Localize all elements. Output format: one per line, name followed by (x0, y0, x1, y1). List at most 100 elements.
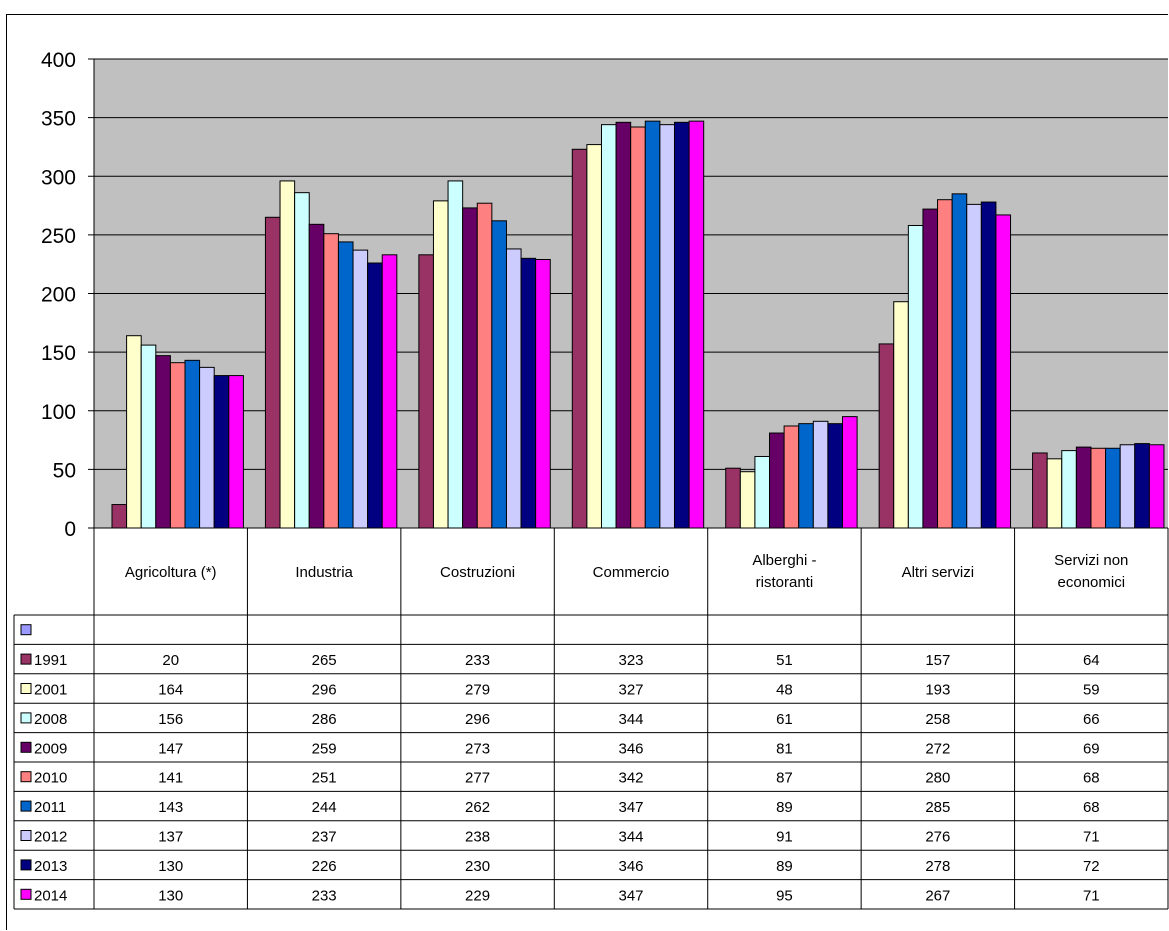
bar-2001-3 (587, 145, 602, 528)
bar-2009-0 (156, 356, 171, 528)
bar-2010-1 (324, 234, 339, 528)
data-label: 267 (925, 887, 950, 904)
data-label: 262 (465, 799, 490, 816)
data-label: 130 (158, 858, 183, 875)
data-label: 233 (465, 652, 490, 669)
data-label: 66 (1083, 711, 1100, 728)
bar-2012-5 (967, 204, 982, 528)
bar-1991-5 (879, 344, 894, 528)
series-name: 2010 (34, 770, 67, 787)
category-label: Agricoltura (*) (125, 564, 217, 581)
legend-key-2012 (21, 831, 31, 841)
data-label: 344 (618, 829, 643, 846)
data-label: 279 (465, 682, 490, 699)
data-label: 68 (1083, 799, 1100, 816)
bar-2012-3 (660, 125, 675, 528)
bar-2013-1 (368, 263, 383, 528)
bar-2008-2 (448, 181, 463, 528)
y-axis: 050100150200250300350400 (41, 49, 94, 541)
data-label: 20 (162, 652, 179, 669)
bar-2010-6 (1091, 448, 1106, 528)
data-label: 323 (618, 652, 643, 669)
legend-key-2010 (21, 772, 31, 782)
data-label: 71 (1083, 829, 1100, 846)
category-label: economici (1058, 574, 1126, 591)
data-label: 147 (158, 740, 183, 757)
category-label: Altri servizi (902, 564, 975, 581)
series-name: 2011 (34, 799, 66, 816)
bar-1991-2 (419, 255, 434, 528)
bar-2010-3 (631, 127, 646, 528)
bar-2011-1 (338, 242, 353, 528)
bar-2010-4 (784, 426, 799, 528)
bar-2008-4 (755, 456, 770, 528)
data-label: 280 (925, 770, 950, 787)
data-label: 237 (312, 829, 337, 846)
data-label: 296 (312, 682, 337, 699)
bar-2009-3 (616, 122, 631, 528)
data-label: 230 (465, 858, 490, 875)
y-tick-label: 100 (41, 401, 76, 424)
data-label: 276 (925, 829, 950, 846)
bar-2013-5 (981, 202, 996, 528)
bar-2014-6 (1149, 445, 1164, 528)
data-label: 143 (158, 799, 183, 816)
category-label: Costruzioni (440, 564, 515, 581)
data-label: 346 (618, 740, 643, 757)
data-label: 226 (312, 858, 337, 875)
bar-1991-6 (1033, 453, 1048, 528)
bar-2010-5 (938, 200, 953, 528)
data-label: 193 (925, 682, 950, 699)
series-name: 2013 (34, 858, 67, 875)
data-label: 272 (925, 740, 950, 757)
bar-2009-4 (770, 433, 785, 528)
bar-2013-3 (674, 122, 689, 528)
data-label: 251 (312, 770, 337, 787)
legend-key-2013 (21, 860, 31, 870)
data-label: 141 (158, 770, 183, 787)
data-table: Agricoltura (*) Industria Costruzioni Comme… (14, 528, 1168, 909)
data-label: 344 (618, 711, 643, 728)
data-label: 72 (1083, 858, 1100, 875)
category-label: Servizi non (1054, 552, 1128, 569)
bar-2013-2 (521, 258, 536, 528)
bar-2014-3 (689, 121, 704, 528)
y-tick-label: 300 (41, 166, 76, 189)
bar-2001-2 (433, 201, 448, 528)
y-tick-label: 50 (53, 459, 76, 482)
y-tick-label: 150 (41, 342, 76, 365)
data-label: 233 (312, 887, 337, 904)
legend-key-2001 (21, 684, 31, 694)
bar-2010-2 (477, 203, 492, 528)
y-tick-label: 250 (41, 225, 76, 248)
series-name: 1991 (34, 652, 67, 669)
bar-2014-1 (382, 255, 397, 528)
data-label: 59 (1083, 682, 1100, 699)
data-label: 278 (925, 858, 950, 875)
bar-1991-4 (726, 468, 741, 528)
data-label: 285 (925, 799, 950, 816)
legend-key-2011 (21, 801, 31, 811)
legend-key-2014 (21, 889, 31, 899)
bar-2011-0 (185, 360, 200, 528)
bar-1991-0 (112, 505, 127, 528)
data-label: 48 (776, 682, 793, 699)
bar-2012-4 (813, 421, 828, 528)
bar-2012-1 (353, 250, 368, 528)
bar-2010-0 (170, 363, 185, 528)
bar-2008-6 (1062, 451, 1077, 528)
data-label: 346 (618, 858, 643, 875)
series-name: 2014 (34, 887, 67, 904)
y-tick-label: 400 (41, 49, 76, 72)
y-tick-label: 350 (41, 108, 76, 131)
data-label: 258 (925, 711, 950, 728)
category-label: Industria (295, 564, 353, 581)
bar-2014-0 (229, 376, 244, 528)
data-label: 342 (618, 770, 643, 787)
bar-2008-5 (908, 225, 923, 528)
data-label: 68 (1083, 770, 1100, 787)
bar-2008-0 (141, 345, 156, 528)
data-label: 286 (312, 711, 337, 728)
data-label: 89 (776, 799, 793, 816)
bar-2009-2 (463, 208, 478, 528)
